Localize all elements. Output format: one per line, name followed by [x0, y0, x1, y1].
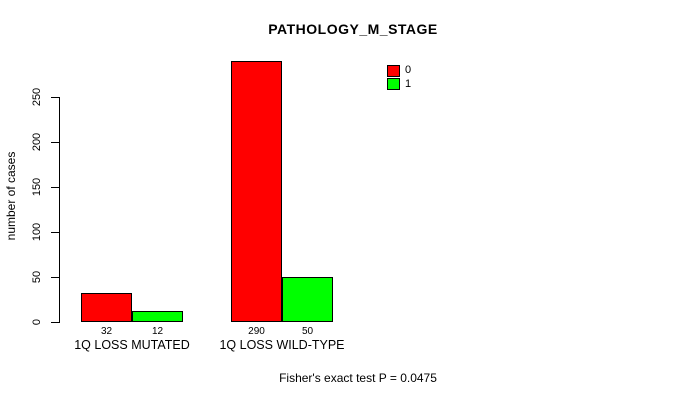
- bar-value-label: 32: [100, 326, 113, 337]
- legend-swatch-icon: [387, 78, 400, 91]
- bar-value-label: 50: [301, 326, 314, 337]
- bar-series-1: [132, 311, 183, 322]
- y-tick: [51, 232, 59, 233]
- y-tick: [51, 142, 59, 143]
- bar-series-1: [282, 277, 333, 322]
- legend-swatch-icon: [387, 64, 400, 77]
- x-category-label: 1Q LOSS WILD-TYPE: [219, 338, 345, 352]
- bar-series-0: [231, 61, 282, 322]
- chart-title: PATHOLOGY_M_STAGE: [268, 21, 438, 37]
- y-tick: [51, 187, 59, 188]
- y-tick-label: 50: [31, 270, 43, 284]
- y-tick: [51, 97, 59, 98]
- y-tick-label: 250: [31, 87, 43, 107]
- legend-entry: 0: [387, 64, 411, 78]
- legend-entry: 1: [387, 78, 411, 92]
- legend-label: 0: [405, 64, 412, 77]
- bar-value-label: 290: [248, 326, 265, 337]
- y-tick-label: 200: [31, 132, 43, 152]
- y-tick-label: 150: [31, 177, 43, 197]
- fisher-test-annotation: Fisher's exact test P = 0.0475: [279, 371, 437, 385]
- y-tick: [51, 277, 59, 278]
- y-tick-label: 0: [31, 318, 43, 326]
- bar-series-0: [81, 293, 132, 322]
- y-tick-label: 100: [31, 222, 43, 242]
- x-category-label: 1Q LOSS MUTATED: [74, 338, 190, 352]
- bar-value-label: 12: [151, 326, 164, 337]
- y-tick: [51, 322, 59, 323]
- y-axis-line: [59, 97, 60, 323]
- legend-label: 1: [405, 77, 412, 90]
